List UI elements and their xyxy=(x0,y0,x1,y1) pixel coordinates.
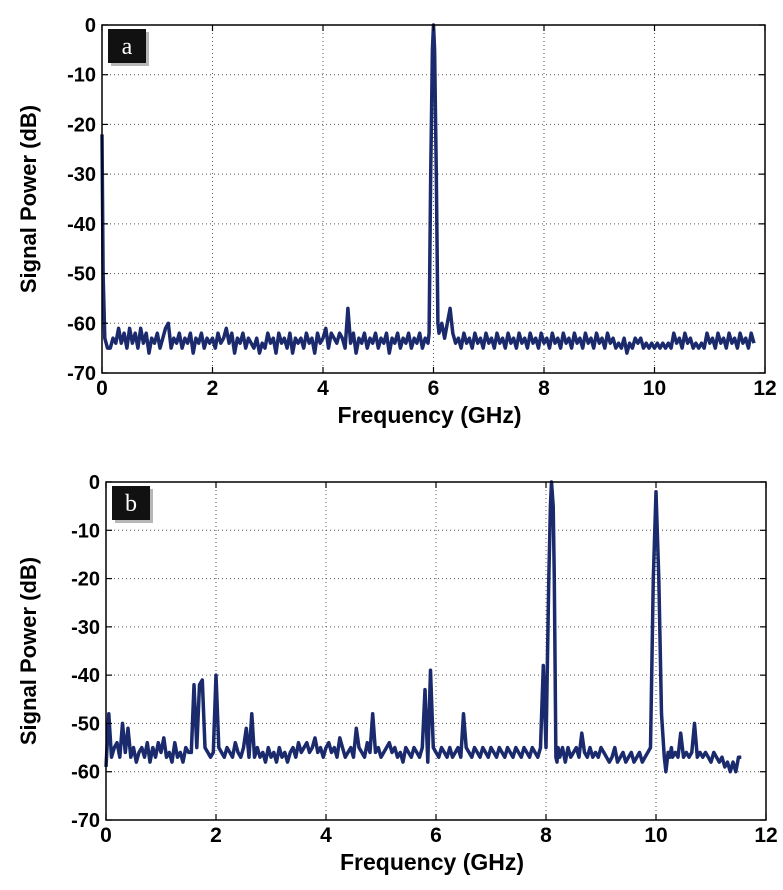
x-tick-label: 6 xyxy=(428,377,440,400)
y-tick-label: -30 xyxy=(67,164,96,186)
x-tick-label: 12 xyxy=(754,824,777,847)
y-tick-label: -50 xyxy=(67,264,96,286)
panel-label-box xyxy=(112,486,150,520)
series-line xyxy=(104,480,742,774)
chart-panel-b: 0 2 4 6 8 10 12 0 -10 -20 -30 -40 -50 -60 -70 Frequency… xyxy=(16,472,778,875)
x-tick-label: 4 xyxy=(317,377,329,400)
y-tick-label: -60 xyxy=(71,762,100,784)
y-tick-label: -70 xyxy=(67,363,96,385)
x-axis-label: Frequency (GHz) xyxy=(337,402,521,428)
x-tick-label: 0 xyxy=(96,377,108,400)
x-tick-label: 2 xyxy=(207,377,219,400)
x-tick-label: 10 xyxy=(643,377,666,400)
y-tick-label: -10 xyxy=(67,65,96,87)
x-axis-label: Frequency (GHz) xyxy=(340,849,524,875)
panel-label: b xyxy=(125,491,137,517)
y-tick-label: -30 xyxy=(71,617,100,639)
y-tick-label: -20 xyxy=(71,569,100,591)
y-tick-label: -40 xyxy=(67,214,96,236)
x-tick-label: 2 xyxy=(210,824,222,847)
x-tick-label: 8 xyxy=(540,824,552,847)
chart-panel-a: 0 2 4 6 8 10 12 0 -10 -20 -30 -40 -50 -60 -70 Frequency… xyxy=(16,15,777,428)
x-tick-label: 8 xyxy=(538,377,550,400)
panel-label-box xyxy=(108,29,146,63)
panel-label: a xyxy=(122,34,133,60)
x-tick-label: 0 xyxy=(100,824,112,847)
y-tick-label: -10 xyxy=(71,520,100,542)
y-axis-label: Signal Power (dB) xyxy=(16,105,41,293)
y-tick-label: -40 xyxy=(71,665,100,687)
y-tick-label: -70 xyxy=(71,810,100,832)
y-tick-label: 0 xyxy=(85,15,96,37)
y-axis-label: Signal Power (dB) xyxy=(16,557,41,745)
y-tick-label: -20 xyxy=(67,114,96,136)
y-tick-label: 0 xyxy=(89,472,100,494)
x-tick-label: 6 xyxy=(430,824,442,847)
x-tick-label: 10 xyxy=(644,824,667,847)
y-tick-label: -50 xyxy=(71,713,100,735)
x-tick-label: 4 xyxy=(320,824,332,847)
y-tick-label: -60 xyxy=(67,313,96,335)
x-tick-label: 12 xyxy=(753,377,776,400)
series-line xyxy=(100,23,756,355)
